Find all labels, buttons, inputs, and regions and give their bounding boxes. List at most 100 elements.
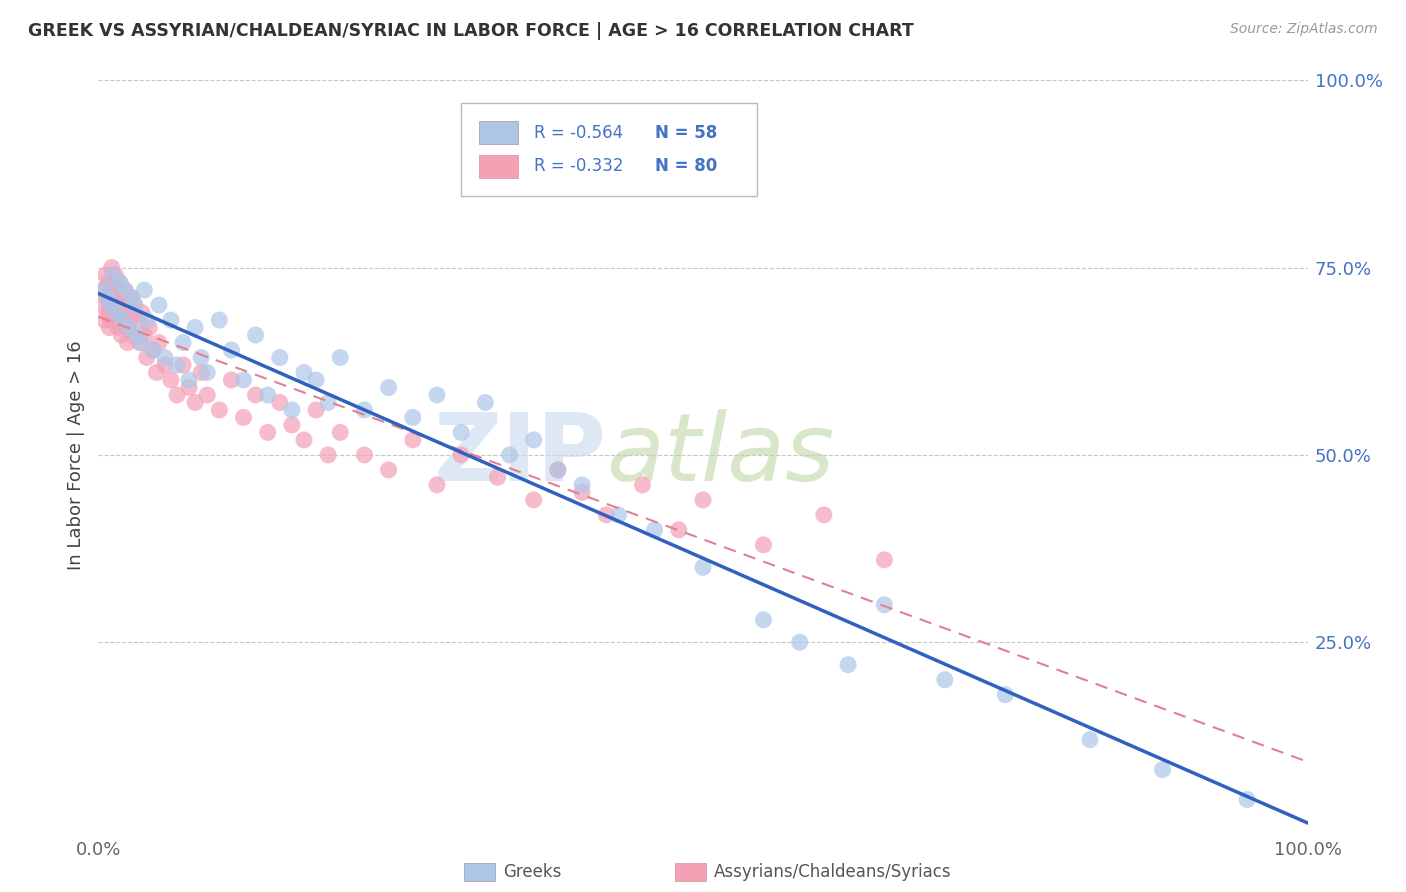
Point xyxy=(153,358,176,372)
Point xyxy=(101,298,124,312)
Point xyxy=(172,335,194,350)
Point xyxy=(571,485,593,500)
Text: GREEK VS ASSYRIAN/CHALDEAN/SYRIAC IN LABOR FORCE | AGE > 16 CORRELATION CHART: GREEK VS ASSYRIAN/CHALDEAN/SYRIAC IN LAB… xyxy=(28,22,914,40)
Point xyxy=(97,305,120,319)
Point xyxy=(114,283,136,297)
Point xyxy=(668,523,690,537)
Point xyxy=(105,283,128,297)
Point xyxy=(179,373,201,387)
Point xyxy=(101,268,124,282)
Point xyxy=(160,313,183,327)
Point xyxy=(269,351,291,365)
Point xyxy=(129,335,152,350)
Point xyxy=(134,283,156,297)
Text: Source: ZipAtlas.com: Source: ZipAtlas.com xyxy=(1230,22,1378,37)
Point xyxy=(305,403,328,417)
Point xyxy=(100,283,122,297)
Point xyxy=(692,492,714,507)
Point xyxy=(752,613,775,627)
Point xyxy=(107,298,129,312)
Point xyxy=(353,403,375,417)
FancyBboxPatch shape xyxy=(479,121,517,144)
Point xyxy=(402,433,425,447)
Point xyxy=(305,373,328,387)
Point xyxy=(208,313,231,327)
Point xyxy=(108,291,131,305)
Point xyxy=(994,688,1017,702)
Point xyxy=(292,366,315,380)
Point xyxy=(523,433,546,447)
Point xyxy=(789,635,811,649)
Point xyxy=(93,313,115,327)
Point xyxy=(103,313,125,327)
Point xyxy=(402,410,425,425)
Point xyxy=(108,313,131,327)
Point xyxy=(166,358,188,372)
Point xyxy=(94,268,117,282)
Point xyxy=(547,463,569,477)
Point xyxy=(571,478,593,492)
Point xyxy=(426,388,449,402)
Point xyxy=(108,276,131,290)
Point xyxy=(112,313,135,327)
Point xyxy=(135,351,157,365)
Point xyxy=(486,470,509,484)
Point xyxy=(813,508,835,522)
Point xyxy=(837,657,859,672)
Point xyxy=(1152,763,1174,777)
Point xyxy=(256,388,278,402)
Point xyxy=(93,283,115,297)
Point xyxy=(190,351,212,365)
Point xyxy=(134,328,156,343)
Point xyxy=(101,276,124,290)
Point xyxy=(118,313,141,327)
Point xyxy=(110,328,132,343)
Point xyxy=(111,298,134,312)
Point xyxy=(153,351,176,365)
Point xyxy=(124,298,146,312)
Point xyxy=(131,305,153,319)
Point xyxy=(221,343,243,357)
Point xyxy=(316,395,339,409)
Point xyxy=(329,425,352,440)
Text: R = -0.332: R = -0.332 xyxy=(534,158,623,176)
Point xyxy=(114,283,136,297)
Text: ZIP: ZIP xyxy=(433,409,606,501)
Point xyxy=(450,425,472,440)
Point xyxy=(160,373,183,387)
Point xyxy=(148,335,170,350)
Point xyxy=(121,328,143,343)
Point xyxy=(91,298,114,312)
Point xyxy=(644,523,666,537)
Point xyxy=(353,448,375,462)
Point xyxy=(104,268,127,282)
Point xyxy=(190,366,212,380)
Point xyxy=(631,478,654,492)
Point xyxy=(148,298,170,312)
Point xyxy=(135,313,157,327)
Point xyxy=(100,313,122,327)
Point xyxy=(100,291,122,305)
Point xyxy=(1078,732,1101,747)
Point xyxy=(426,478,449,492)
Text: N = 58: N = 58 xyxy=(655,124,717,142)
Point xyxy=(100,298,122,312)
Point xyxy=(292,433,315,447)
Point xyxy=(195,366,218,380)
Point xyxy=(118,298,141,312)
Point xyxy=(97,276,120,290)
Point xyxy=(118,320,141,334)
Point xyxy=(232,373,254,387)
Point xyxy=(117,335,139,350)
Point xyxy=(281,403,304,417)
Point xyxy=(245,388,267,402)
Text: Greeks: Greeks xyxy=(503,863,562,881)
Point xyxy=(97,291,120,305)
Point xyxy=(100,260,122,275)
Point xyxy=(103,291,125,305)
Point xyxy=(377,463,399,477)
Point xyxy=(121,291,143,305)
Text: N = 80: N = 80 xyxy=(655,158,717,176)
Point xyxy=(142,343,165,357)
Point xyxy=(692,560,714,574)
